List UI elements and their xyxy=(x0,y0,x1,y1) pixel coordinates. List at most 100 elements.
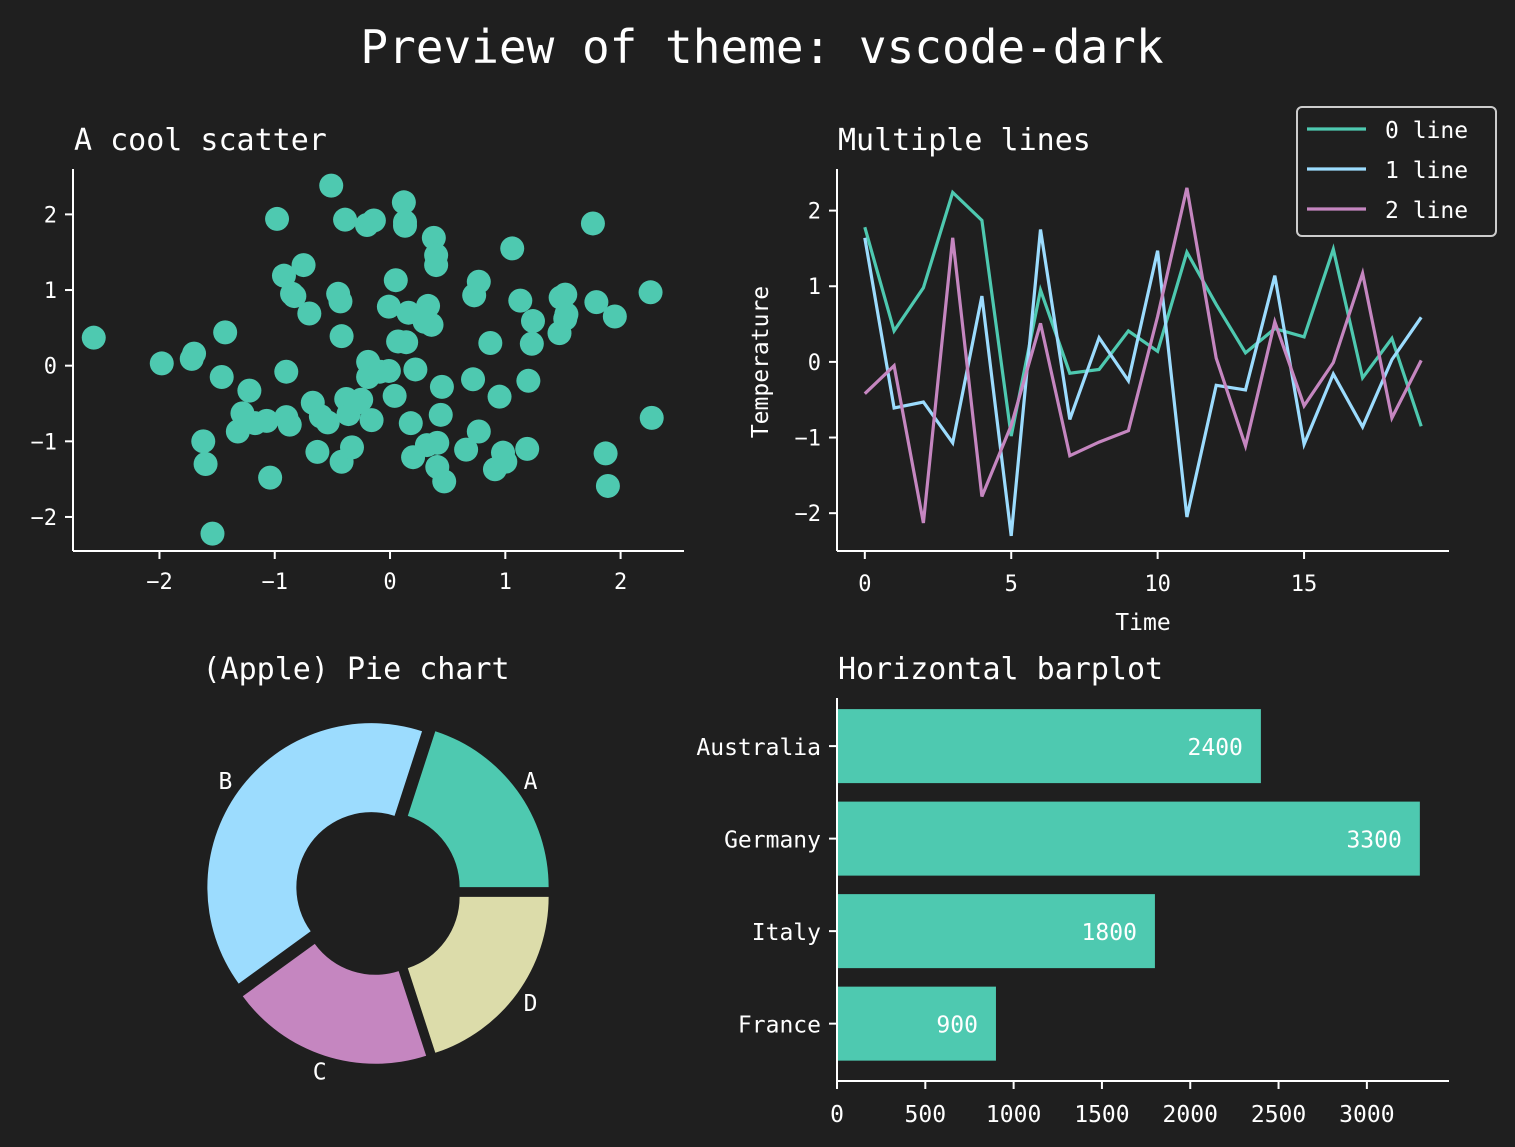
scatter-point xyxy=(553,282,578,307)
legend-frame xyxy=(1296,106,1497,237)
scatter-point xyxy=(638,280,663,305)
scatter-subplot: A cool scatter −2 −1 0 1 2 −2 −1 0 1 2 xyxy=(31,123,684,595)
scatter-point xyxy=(81,325,106,350)
scatter-point xyxy=(602,304,627,329)
line-xlabel: Time xyxy=(1115,610,1170,636)
scatter-x-tick-label: −2 xyxy=(146,570,173,595)
scatter-point xyxy=(361,208,386,233)
line-series xyxy=(863,187,1423,537)
scatter-x-tick-label: 0 xyxy=(383,570,396,595)
line-subplot: Multiple lines Time Temperature 0 5 10 15−2… xyxy=(748,106,1497,636)
scatter-point xyxy=(516,368,541,393)
scatter-point xyxy=(274,359,299,384)
scatter-x-tick-label: 1 xyxy=(499,570,512,595)
scatter-point xyxy=(265,206,290,231)
scatter-point xyxy=(515,436,540,461)
pie-slice-B xyxy=(207,723,423,984)
scatter-point xyxy=(349,387,374,412)
line-series-0-line xyxy=(863,189,1423,437)
scatter-point xyxy=(639,405,664,430)
scatter-point xyxy=(478,330,503,355)
scatter-point xyxy=(200,521,225,546)
scatter-point xyxy=(584,290,609,315)
scatter-point xyxy=(391,190,416,215)
scatter-point xyxy=(394,330,419,355)
scatter-point xyxy=(432,469,457,494)
line-x-tick-label: 5 xyxy=(1005,572,1018,597)
scatter-title: A cool scatter xyxy=(74,123,327,158)
pie-title: (Apple) Pie chart xyxy=(202,652,509,687)
scatter-point xyxy=(149,351,174,376)
scatter-point xyxy=(500,236,525,261)
scatter-point xyxy=(315,410,340,435)
scatter-point xyxy=(277,412,302,437)
bar-value-label: 900 xyxy=(936,1013,978,1039)
figure-title: Preview of theme: vscode-dark xyxy=(360,20,1163,74)
bar-france xyxy=(837,986,996,1061)
scatter-y-tick-label: −2 xyxy=(31,506,58,531)
bar-x-tick-label: 500 xyxy=(905,1102,947,1128)
scatter-point xyxy=(382,383,407,408)
pie-label-D: D xyxy=(524,991,538,1017)
scatter-y-tick-label: −1 xyxy=(31,430,58,455)
scatter-point xyxy=(328,289,353,314)
scatter-point xyxy=(333,207,358,232)
pie-slice-C xyxy=(242,943,427,1064)
scatter-point xyxy=(254,408,279,433)
scatter-point xyxy=(487,384,512,409)
bar-x-tick-label: 1500 xyxy=(1074,1102,1129,1128)
scatter-point xyxy=(376,358,401,383)
scatter-point xyxy=(376,294,401,319)
scatter-point xyxy=(282,284,307,309)
scatter-point xyxy=(508,288,533,313)
bar-x-tick-label: 1000 xyxy=(986,1102,1041,1128)
scatter-point xyxy=(425,430,450,455)
scatter-y-tick-label: 0 xyxy=(44,355,57,380)
bar-x-tick-label: 2000 xyxy=(1163,1102,1218,1128)
scatter-point xyxy=(416,293,441,318)
scatter-y-tick-label: 2 xyxy=(44,203,57,228)
scatter-point xyxy=(191,429,216,454)
bar-germany xyxy=(837,801,1420,876)
scatter-x-tick-label: −1 xyxy=(261,570,288,595)
scatter-point xyxy=(339,435,364,460)
bar-x-tick-label: 2500 xyxy=(1251,1102,1306,1128)
line-y-tick-label: −1 xyxy=(795,427,822,452)
scatter-point xyxy=(393,209,418,234)
line-x-tick-label: 0 xyxy=(858,572,871,597)
scatter-point xyxy=(461,367,486,392)
scatter-point xyxy=(359,408,384,433)
scatter-point xyxy=(428,402,453,427)
scatter-point xyxy=(319,173,344,198)
scatter-point xyxy=(329,324,354,349)
scatter-point xyxy=(291,253,316,278)
pie-slice-A xyxy=(407,731,549,888)
line-y-tick-label: 0 xyxy=(808,351,821,376)
scatter-point xyxy=(209,365,234,390)
bar-category-label: Italy xyxy=(752,920,821,946)
line-title: Multiple lines xyxy=(838,123,1091,158)
scatter-point xyxy=(271,263,296,288)
scatter-point xyxy=(305,439,330,464)
legend-label: 1 line xyxy=(1385,158,1468,184)
bar-category-label: Germany xyxy=(724,828,821,854)
scatter-axes: −2 −1 0 1 2 −2 −1 0 1 2 xyxy=(31,169,684,595)
bar-axes: France Italy Germany Australia 0 500 1000 1500 2… xyxy=(696,698,1449,1128)
pie-slices: A B C D xyxy=(207,723,549,1085)
line-series-2-line xyxy=(863,187,1423,524)
line-x-tick-label: 15 xyxy=(1291,572,1318,597)
pie-subplot: (Apple) Pie chart A B C D xyxy=(202,652,549,1085)
scatter-point xyxy=(429,374,454,399)
scatter-point xyxy=(519,331,544,356)
scatter-y-tick-label: 1 xyxy=(44,279,57,304)
pie-slice-D xyxy=(407,896,549,1053)
scatter-point xyxy=(466,419,491,444)
bar-x-tick-label: 0 xyxy=(830,1102,844,1128)
line-y-tick-label: 2 xyxy=(808,200,821,225)
scatter-point xyxy=(237,378,262,403)
bar-value-label: 2400 xyxy=(1188,735,1243,761)
bar-title: Horizontal barplot xyxy=(838,652,1163,687)
scatter-point xyxy=(419,312,444,337)
